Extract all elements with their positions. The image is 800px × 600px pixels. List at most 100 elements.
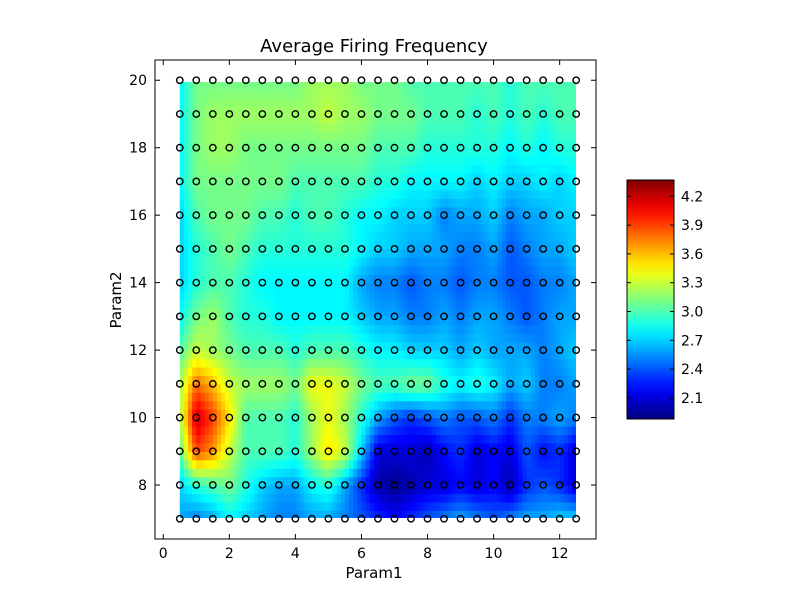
heatmap-cell [204, 173, 210, 183]
heatmap-cell [291, 198, 296, 208]
heatmap-cell [245, 232, 251, 242]
heatmap-cell [225, 341, 230, 351]
heatmap-cell [179, 510, 185, 518]
heatmap-cell [204, 164, 210, 174]
heatmap-cell [456, 493, 462, 503]
heatmap-cell [344, 164, 350, 174]
heatmap-cell [237, 189, 243, 199]
heatmap-cell [464, 113, 470, 123]
heatmap-cell [439, 493, 445, 503]
heatmap-cell [291, 409, 296, 419]
heatmap-cell [204, 324, 210, 334]
heatmap-cell [522, 307, 528, 317]
heatmap-cell [543, 341, 548, 351]
heatmap-cell [439, 400, 445, 410]
heatmap-cell [216, 299, 222, 309]
heatmap-cell [245, 173, 251, 183]
heatmap-cell [336, 493, 342, 503]
heatmap-cell [402, 248, 408, 258]
heatmap-cell [208, 409, 214, 419]
heatmap-cell [411, 324, 416, 334]
heatmap-cell [266, 434, 272, 444]
heatmap-cell [369, 501, 375, 511]
heatmap-cell [505, 409, 511, 419]
heatmap-cell [514, 181, 519, 191]
heatmap-cell [221, 291, 226, 301]
heatmap-cell [427, 257, 433, 267]
heatmap-cell [336, 510, 342, 518]
heatmap-cell [332, 451, 338, 461]
heatmap-cell [249, 130, 255, 140]
heatmap-cell [373, 291, 379, 301]
heatmap-cell [448, 493, 453, 503]
heatmap-cell [204, 291, 210, 301]
heatmap-cell [398, 282, 404, 292]
heatmap-cell [278, 459, 284, 469]
heatmap-cell [204, 215, 210, 225]
heatmap-cell [530, 240, 536, 250]
heatmap-cell [245, 316, 251, 326]
heatmap-cell [208, 198, 214, 208]
heatmap-cell [563, 156, 569, 166]
heatmap-cell [485, 156, 491, 166]
heatmap-cell [340, 366, 346, 376]
heatmap-cell [266, 265, 272, 275]
heatmap-cell [390, 324, 396, 334]
heatmap-cell [229, 97, 235, 107]
heatmap-cell [435, 265, 441, 275]
heatmap-cell [452, 341, 458, 351]
heatmap-cell [196, 223, 202, 233]
sample-point [192, 514, 201, 523]
heatmap-cell [547, 366, 553, 376]
heatmap-cell [254, 468, 259, 478]
heatmap-cell [522, 476, 528, 486]
heatmap-cell [572, 392, 576, 402]
heatmap-cell [472, 291, 478, 301]
heatmap-cell [357, 493, 363, 503]
heatmap-cell [320, 358, 325, 368]
heatmap-cell [373, 215, 379, 225]
heatmap-cell [249, 257, 255, 267]
heatmap-cell [493, 442, 499, 452]
heatmap-cell [196, 375, 202, 385]
heatmap-cell [349, 274, 354, 284]
heatmap-cell [390, 426, 396, 436]
heatmap-cell [237, 232, 243, 242]
heatmap-cell [394, 299, 400, 309]
heatmap-cell [398, 88, 404, 98]
heatmap-cell [456, 130, 462, 140]
heatmap-cell [477, 257, 482, 267]
heatmap-cell [192, 434, 197, 444]
heatmap-cell [460, 358, 466, 368]
heatmap-cell [249, 164, 255, 174]
heatmap-cell [303, 350, 309, 360]
heatmap-cell [204, 82, 210, 90]
heatmap-cell [382, 282, 387, 292]
heatmap-cell [460, 105, 466, 115]
heatmap-cell [460, 232, 466, 242]
heatmap-cell [547, 198, 553, 208]
heatmap-cell [514, 240, 519, 250]
heatmap-cell [336, 130, 342, 140]
heatmap-cell [530, 282, 536, 292]
heatmap-cell [505, 392, 511, 402]
heatmap-cell [320, 510, 325, 518]
heatmap-cell [208, 113, 214, 123]
heatmap-cell [316, 375, 321, 385]
heatmap-cell [472, 400, 478, 410]
heatmap-cell [448, 189, 453, 199]
heatmap-cell [572, 299, 576, 309]
heatmap-cell [266, 468, 272, 478]
heatmap-cell [311, 113, 317, 123]
heatmap-cell [295, 350, 301, 360]
heatmap-cell [188, 383, 193, 393]
heatmap-cell [377, 248, 383, 258]
heatmap-cell [382, 510, 387, 518]
heatmap-cell [353, 113, 358, 123]
heatmap-cell [386, 248, 391, 258]
heatmap-cell [307, 366, 313, 376]
heatmap-cell [505, 510, 511, 518]
heatmap-cell [452, 426, 458, 436]
heatmap-cell [555, 493, 561, 503]
heatmap-cell [249, 248, 255, 258]
